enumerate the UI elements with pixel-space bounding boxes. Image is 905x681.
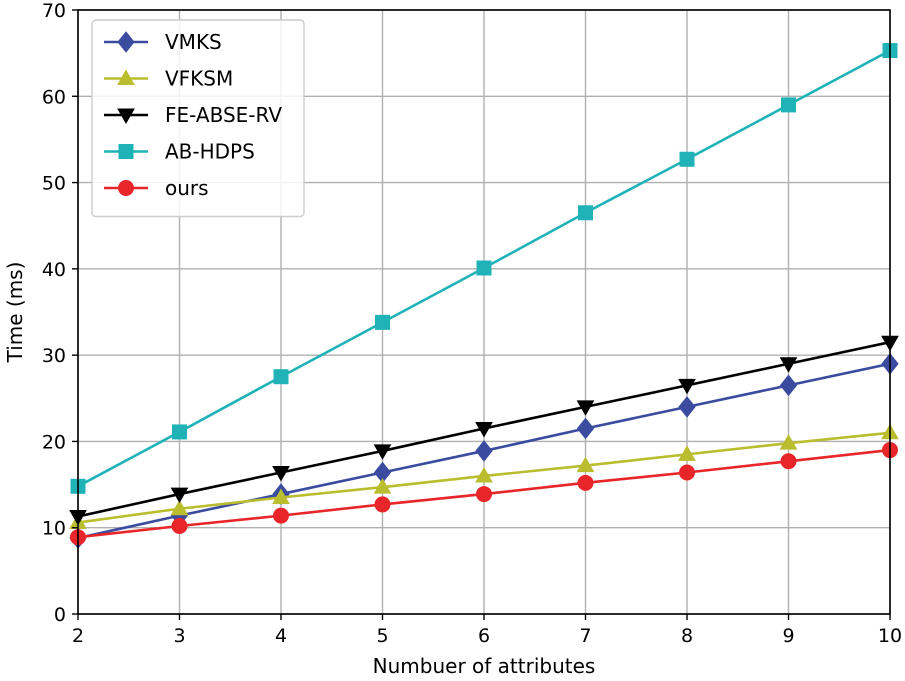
x-tick-label: 9 [782,625,794,647]
data-point-vfksm [373,478,392,494]
x-tick-label: 7 [579,625,591,647]
data-point-ab-hdps [679,151,695,167]
x-tick-label: 3 [173,625,185,647]
y-tick-label: 30 [42,345,66,367]
legend-label-fe-abse-rv: FE-ABSE-RV [165,103,282,127]
legend-item-fe-abse-rv: FE-ABSE-RV [104,103,282,127]
x-tick-label: 8 [681,625,693,647]
x-tick-label: 5 [376,625,388,647]
data-point-fe-abse-rv [475,421,493,438]
series-layer [69,43,899,549]
data-point-ours [679,464,695,481]
y-tick-label: 20 [42,431,66,453]
data-point-ab-hdps [375,314,390,330]
data-point-ours [374,496,391,513]
legend-marker-vmks [117,31,135,53]
legend-item-ab-hdps: AB-HDPS [104,140,255,164]
data-point-vfksm [779,434,798,450]
legend-label-vmks: VMKS [165,30,222,54]
legend-item-ours: ours [104,176,209,200]
legend-box [91,19,305,218]
data-point-ab-hdps [781,97,796,113]
x-tick-label: 6 [478,625,490,647]
data-point-fe-abse-rv [678,378,696,395]
legend: VMKS VFKSM FE-ABSE-RV AB-HDPS ours [91,19,305,218]
data-point-ab-hdps [476,260,492,276]
x-axis-label: Numbuer of attributes [373,654,596,678]
legend-marker-ours [118,180,134,196]
x-tick-label: 10 [878,625,902,647]
legend-marker-vfksm [117,69,135,85]
data-point-vfksm [475,466,493,483]
data-point-vfksm [170,499,189,516]
series-fe-abse-rv [69,335,899,526]
data-point-ours [171,517,188,534]
legend-marker-ab-hdps [118,144,134,159]
data-point-vmks [576,417,595,440]
legend-label-ab-hdps: AB-HDPS [165,140,255,164]
data-point-ours [780,453,797,470]
data-point-ab-hdps [578,205,593,221]
y-axis-label: Time (ms) [3,262,27,364]
data-point-vfksm [678,445,696,461]
legend-marker-fe-abse-rv [117,108,135,125]
ticks: 2 3 4 5 6 7 8 9 10 0 10 20 30 40 50 60 70 [42,0,902,647]
legend-item-vmks: VMKS [104,30,222,54]
legend-item-vfksm: VFKSM [104,67,233,91]
data-point-fe-abse-rv [373,444,392,460]
y-tick-label: 10 [42,518,66,540]
x-tick-label: 4 [275,625,287,647]
y-tick-label: 50 [42,173,66,195]
data-point-vmks [678,396,696,418]
data-point-fe-abse-rv [272,465,290,482]
series-ours [70,442,898,546]
legend-label-ours: ours [165,176,209,200]
data-point-ab-hdps [172,424,187,440]
data-point-ours [273,507,289,524]
y-tick-label: 0 [54,604,66,626]
y-tick-label: 70 [42,0,66,22]
data-point-vmks [779,374,798,397]
legend-label-vfksm: VFKSM [165,67,233,91]
data-point-vmks [475,440,493,462]
data-point-fe-abse-rv [170,487,189,504]
series-vfksm [69,423,899,530]
data-point-fe-abse-rv [779,357,798,373]
data-point-ours [577,474,594,491]
data-point-ours [476,486,492,503]
data-point-ab-hdps [273,369,289,385]
y-tick-label: 60 [42,86,66,108]
data-point-vfksm [272,488,290,505]
data-point-vfksm [576,456,595,473]
data-point-fe-abse-rv [576,400,595,416]
x-tick-label: 2 [72,625,84,647]
y-tick-label: 40 [42,259,66,281]
